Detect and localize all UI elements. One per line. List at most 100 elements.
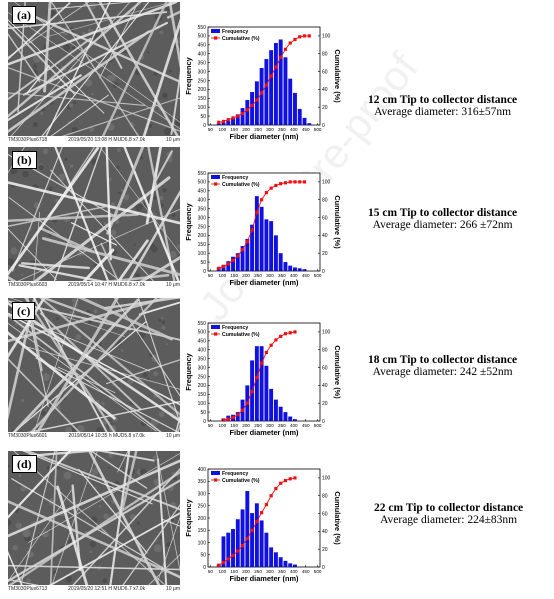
sem-id: TM3030Plus6601 — [8, 433, 48, 439]
figure-panel: (b) TM3030Plus6603 2019/05/14 10:47 H MUD6… — [0, 147, 554, 295]
frequency-bar — [231, 117, 235, 125]
y-tick-label: 550 — [198, 25, 207, 31]
figure-panel: (d) TM3030Plus6713 2019/05/20 12:51 H MUD6… — [0, 451, 554, 599]
frequency-bar — [297, 268, 302, 271]
sem-fiber — [8, 19, 105, 114]
y-tick-label: 350 — [198, 60, 207, 66]
sem-fiber — [40, 312, 142, 411]
sem-micrograph — [8, 298, 180, 432]
sem-texture — [158, 179, 161, 182]
sem-id: TM3030Plus6603 — [8, 282, 48, 288]
x-tick-label: 450 — [302, 127, 310, 132]
chart-svg: 0501001502002503003504004505005500204060… — [184, 171, 342, 287]
cumulative-point — [279, 182, 283, 186]
panel-description: 12 cm Tip to collector distance Average d… — [368, 94, 517, 118]
x-tick-label: 350 — [278, 273, 286, 278]
cumulative-point — [240, 111, 245, 116]
y2-tick-label: 20 — [322, 251, 328, 257]
sem-fiber — [105, 147, 112, 261]
histogram-chart: 0 50 100 150 200 250 300 350 400 450 500 550 0 20 40 60… — [182, 313, 352, 444]
sem-image: (a) — [8, 2, 180, 136]
y2-tick-label: 80 — [322, 52, 328, 58]
sem-texture — [14, 323, 18, 326]
sem-fiber — [8, 147, 25, 174]
sem-fiber — [8, 30, 150, 134]
sem-fiber — [8, 300, 180, 341]
distance-title: 12 cm Tip to collector distance — [368, 94, 518, 106]
sem-texture — [161, 325, 166, 330]
sem-fiber — [161, 518, 180, 527]
sem-texture — [64, 157, 68, 161]
sem-fiber — [155, 451, 180, 573]
sem-texture — [11, 171, 14, 175]
sem-texture — [40, 410, 46, 416]
frequency-bar — [235, 114, 240, 125]
sem-texture — [26, 578, 32, 583]
cumulative-point — [279, 55, 283, 59]
y-tick-label: 100 — [198, 540, 207, 546]
sem-texture — [93, 309, 98, 314]
average-diameter: Average diameter: 316±57nm — [374, 106, 512, 118]
sem-texture — [133, 243, 136, 246]
cumulative-point — [288, 331, 292, 335]
x-axis-label: Fiber diameter (nm) — [230, 132, 300, 141]
cumulative-point — [250, 390, 254, 394]
sem-texture — [101, 401, 105, 406]
y2-tick-label: 20 — [322, 547, 328, 553]
sem-fiber — [8, 2, 143, 118]
sem-fiber — [113, 298, 180, 397]
sem-texture — [152, 195, 158, 200]
frequency-bar — [273, 235, 278, 271]
sem-texture — [32, 122, 38, 127]
panel-label: (a) — [12, 6, 36, 24]
sem-fiber — [170, 70, 180, 135]
histogram-chart: 0 50 100 150 200 250 300 350 400 0 20 40 60 80 100 50 10… — [182, 459, 352, 590]
frequency-bar — [278, 253, 283, 271]
x-tick-label: 250 — [254, 273, 262, 278]
frequency-bar — [273, 43, 278, 125]
sem-fiber — [109, 451, 131, 585]
y-tick-label: 200 — [198, 87, 207, 93]
sem-texture — [127, 378, 134, 385]
sem-fiber — [8, 181, 180, 225]
sem-texture — [170, 391, 173, 394]
cumulative-point — [221, 119, 226, 124]
sem-fiber — [8, 298, 171, 343]
x-tick-label: 500 — [314, 569, 322, 574]
sem-texture — [46, 466, 50, 470]
sem-image: (c) — [8, 298, 180, 432]
sem-texture — [109, 74, 117, 82]
y-axis-label: Frequency — [184, 202, 193, 240]
sem-texture — [153, 544, 162, 553]
sem-fiber — [57, 366, 116, 394]
frequency-bar — [250, 224, 255, 271]
sem-fiber — [8, 322, 157, 432]
cumulative-point — [217, 563, 221, 567]
average-diameter: Average diameter: 242 ±52nm — [372, 366, 513, 378]
y-tick-label: 300 — [198, 491, 207, 497]
y2-tick-label: 100 — [322, 34, 331, 40]
sem-texture — [98, 505, 102, 508]
sem-fiber — [8, 22, 76, 95]
x-tick-label: 200 — [242, 127, 250, 132]
y-tick-label: 300 — [198, 69, 207, 75]
frequency-bar — [283, 57, 288, 125]
y-tick-label: 200 — [198, 233, 207, 239]
sem-texture — [63, 44, 71, 51]
sem-fiber — [148, 553, 180, 585]
frequency-bar — [297, 108, 302, 125]
sem-texture — [22, 170, 29, 178]
cumulative-point — [269, 494, 273, 498]
sem-fiber — [41, 237, 180, 277]
frequency-bar — [235, 253, 240, 271]
sem-texture — [158, 411, 165, 418]
sem-fiber — [98, 2, 179, 136]
sem-fiber — [100, 242, 120, 281]
sem-texture — [89, 126, 95, 132]
frequency-bar — [288, 265, 293, 271]
y2-tick-label: 60 — [322, 365, 328, 371]
legend-bar-swatch — [211, 471, 220, 475]
sem-texture — [71, 298, 79, 304]
frequency-bar — [278, 406, 283, 421]
cumulative-point — [288, 180, 292, 184]
